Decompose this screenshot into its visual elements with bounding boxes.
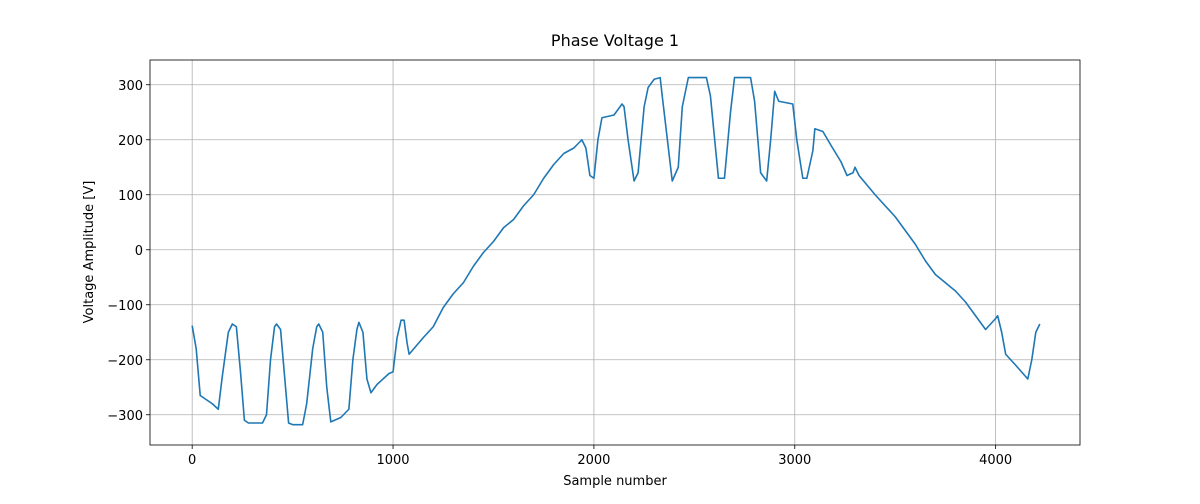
y-tick-label: 200 (118, 134, 143, 149)
y-tick-label: 300 (118, 79, 143, 94)
x-tick-label: 1000 (376, 453, 409, 468)
y-tick-label: 0 (135, 244, 143, 259)
x-tick-label: 2000 (577, 453, 610, 468)
x-axis-label: Sample number (563, 474, 667, 489)
y-tick-label: −100 (107, 299, 143, 314)
chart-title: Phase Voltage 1 (551, 31, 679, 50)
x-tick-label: 4000 (979, 453, 1012, 468)
y-tick-label: 100 (118, 189, 143, 204)
x-tick-label: 3000 (778, 453, 811, 468)
y-tick-label: −300 (107, 409, 143, 424)
data-line (191, 76, 1041, 426)
y-axis-label: Voltage Amplitude [V] (82, 181, 97, 324)
x-tick-label: 0 (188, 453, 196, 468)
y-tick-label: −200 (107, 354, 143, 369)
plot-frame (149, 59, 1081, 446)
